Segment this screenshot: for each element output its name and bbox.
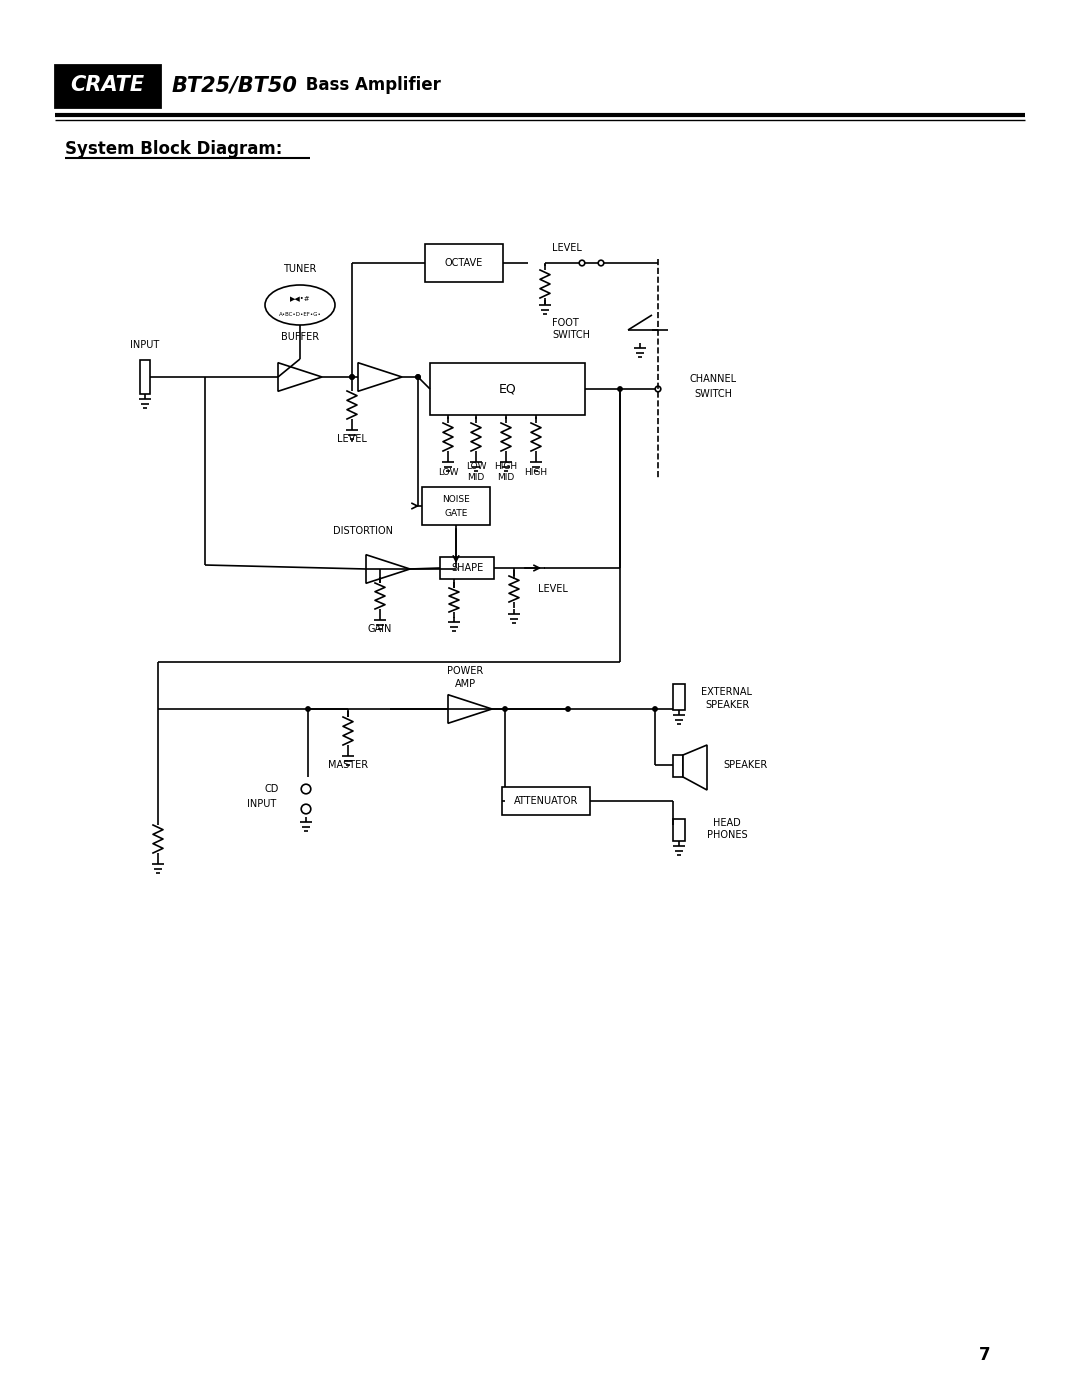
- Polygon shape: [278, 363, 322, 391]
- Text: HIGH: HIGH: [525, 468, 548, 476]
- Circle shape: [416, 374, 420, 379]
- Circle shape: [350, 374, 354, 379]
- Text: LEVEL: LEVEL: [538, 584, 568, 594]
- Text: Bass Amplifier: Bass Amplifier: [300, 75, 441, 94]
- Text: INPUT: INPUT: [247, 799, 276, 809]
- Circle shape: [301, 805, 311, 814]
- Text: GAIN: GAIN: [368, 624, 392, 634]
- Text: SWITCH: SWITCH: [694, 388, 732, 400]
- Circle shape: [618, 387, 622, 391]
- Text: HEAD: HEAD: [713, 819, 741, 828]
- Text: CHANNEL: CHANNEL: [689, 374, 737, 384]
- Bar: [426, 244, 503, 282]
- Text: CRATE: CRATE: [70, 75, 145, 95]
- Text: FOOT: FOOT: [552, 319, 579, 328]
- Bar: [673, 685, 685, 710]
- Text: SWITCH: SWITCH: [552, 330, 590, 339]
- Circle shape: [652, 707, 658, 711]
- Text: GATE: GATE: [444, 509, 468, 517]
- Text: NOISE: NOISE: [442, 495, 470, 503]
- Text: OCTAVE: OCTAVE: [445, 258, 483, 268]
- Text: LEVEL: LEVEL: [337, 434, 367, 444]
- Text: System Block Diagram:: System Block Diagram:: [65, 140, 282, 158]
- Bar: [440, 557, 494, 578]
- Bar: [422, 488, 490, 525]
- Text: CD: CD: [265, 784, 280, 793]
- Text: TUNER: TUNER: [283, 264, 316, 274]
- Text: A•BC•D•EF•G•: A•BC•D•EF•G•: [279, 312, 322, 317]
- Text: SPEAKER: SPEAKER: [723, 760, 767, 770]
- Polygon shape: [366, 555, 410, 584]
- Text: LOW: LOW: [437, 468, 458, 476]
- Circle shape: [350, 374, 354, 379]
- Polygon shape: [357, 363, 402, 391]
- Text: POWER: POWER: [447, 666, 483, 676]
- Circle shape: [579, 260, 584, 265]
- Text: BT25/BT50: BT25/BT50: [172, 75, 298, 95]
- Text: PHONES: PHONES: [706, 830, 747, 840]
- Circle shape: [301, 784, 311, 793]
- Text: ATTENUATOR: ATTENUATOR: [514, 796, 578, 806]
- Ellipse shape: [265, 285, 335, 326]
- Text: LEVEL: LEVEL: [552, 243, 582, 253]
- Bar: [430, 363, 585, 415]
- Text: LOW
MID: LOW MID: [465, 462, 486, 482]
- Polygon shape: [448, 694, 492, 724]
- Circle shape: [503, 707, 508, 711]
- Bar: [673, 754, 683, 777]
- Circle shape: [306, 707, 310, 711]
- Bar: [140, 360, 150, 394]
- Text: DISTORTION: DISTORTION: [333, 527, 393, 536]
- Bar: [673, 819, 685, 841]
- Text: SPEAKER: SPEAKER: [705, 700, 750, 710]
- Text: ▶◀•#: ▶◀•#: [289, 295, 310, 300]
- Circle shape: [416, 374, 420, 379]
- Bar: [55, 66, 160, 108]
- Text: 7: 7: [980, 1345, 990, 1363]
- Polygon shape: [683, 745, 707, 789]
- Text: MASTER: MASTER: [328, 760, 368, 770]
- Text: EQ: EQ: [499, 383, 516, 395]
- Text: HIGH
MID: HIGH MID: [495, 462, 517, 482]
- Text: AMP: AMP: [455, 679, 475, 689]
- Circle shape: [656, 386, 661, 391]
- Text: SHAPE: SHAPE: [450, 563, 483, 573]
- Circle shape: [598, 260, 604, 265]
- Circle shape: [566, 707, 570, 711]
- Text: INPUT: INPUT: [131, 339, 160, 351]
- Text: BUFFER: BUFFER: [281, 332, 319, 342]
- Bar: [502, 787, 590, 814]
- Text: EXTERNAL: EXTERNAL: [702, 687, 753, 697]
